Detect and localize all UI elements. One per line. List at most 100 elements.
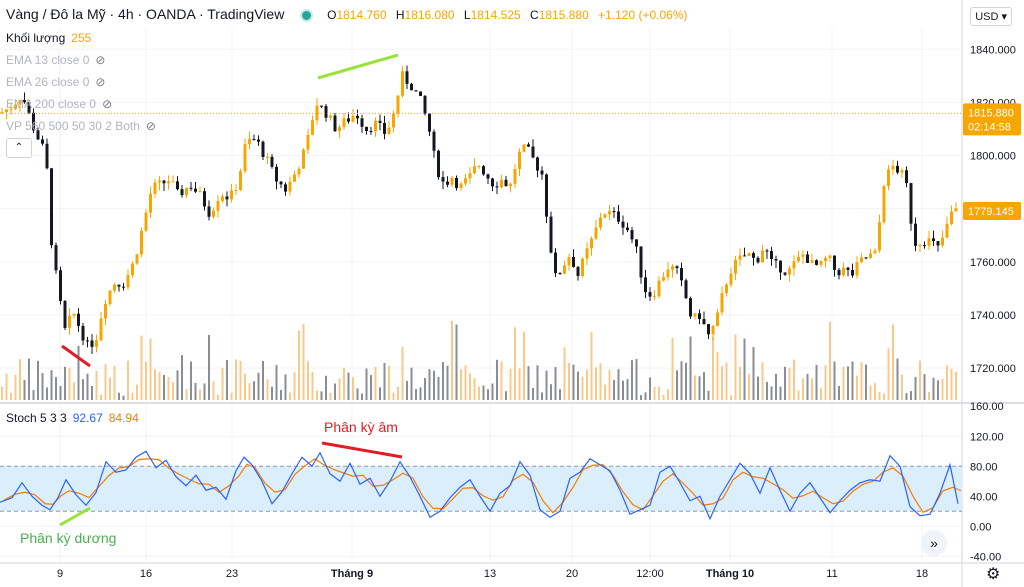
candle-body <box>896 165 899 173</box>
candle-body <box>693 313 697 317</box>
candle-body <box>752 253 755 258</box>
volume-bar <box>806 373 809 400</box>
volume-bar <box>172 381 174 400</box>
candle-body <box>311 120 314 135</box>
volume-bar <box>739 366 741 400</box>
volume-bar <box>19 359 21 400</box>
volume-bar <box>64 366 66 400</box>
time-tick-label: 18 <box>916 568 928 580</box>
volume-bar <box>869 385 872 400</box>
candle-body <box>648 292 652 297</box>
volume-bar <box>325 375 327 400</box>
volume-bar <box>563 347 566 400</box>
collapse-legend-button[interactable]: ⌃ <box>6 138 32 158</box>
ohlc-values: O1814.760 H1816.080 L1814.525 C1815.880 … <box>327 8 687 22</box>
candle-body <box>275 166 278 182</box>
candle-body <box>450 177 454 185</box>
stoch-k-line <box>0 450 959 521</box>
candle-body <box>459 183 463 189</box>
candle-body <box>545 174 548 217</box>
last-price-value: 1815.880 <box>968 107 1014 119</box>
indicator-vp[interactable]: VP 560 500 50 30 2 Both ⊘ <box>6 119 156 133</box>
volume-bar <box>523 331 525 400</box>
volume-bar <box>136 384 138 400</box>
candle-body <box>491 178 494 187</box>
candle-body <box>351 115 355 122</box>
gear-icon[interactable]: ⚙ <box>986 566 1001 583</box>
volume-bar <box>599 363 602 400</box>
candle-body <box>302 149 305 169</box>
scroll-right-button[interactable]: » <box>921 530 947 556</box>
symbol-title[interactable]: Vàng / Đô la Mỹ · 4h · OANDA · TradingVi… <box>6 6 285 22</box>
positive-divergence-label: Phân kỳ dương <box>20 530 117 546</box>
candle-body <box>392 113 395 128</box>
candle-body <box>252 139 256 141</box>
stoch-d-line <box>2 458 962 514</box>
candle-body <box>855 262 859 276</box>
volume-bar <box>127 360 129 400</box>
volume-bar <box>100 394 102 400</box>
volume-bar <box>167 376 170 400</box>
volume-bar <box>500 361 503 400</box>
volume-bar <box>406 380 408 400</box>
candle-body <box>788 268 791 275</box>
candle-body <box>495 186 499 188</box>
volume-bar <box>793 359 795 400</box>
volume-bar <box>608 369 611 400</box>
price-tick-label: 1840.000 <box>970 44 1016 56</box>
volume-bar <box>775 373 777 400</box>
axes: 1720.0001740.0001760.0001780.0001800.000… <box>57 44 1021 580</box>
volume-bar <box>820 388 822 400</box>
candle-body <box>711 325 715 335</box>
candle-body <box>653 296 656 298</box>
volume-bar <box>743 338 746 400</box>
candle-body <box>585 248 589 259</box>
stoch-tick-label: 80.00 <box>970 461 998 473</box>
volume-bar <box>239 361 242 400</box>
volume-bar <box>32 390 35 400</box>
indicator-ema13[interactable]: EMA 13 close 0 ⊘ <box>6 53 105 67</box>
volume-bar <box>779 386 782 400</box>
candle-body <box>734 259 737 274</box>
candle-body <box>779 260 782 273</box>
candle-body <box>387 127 391 134</box>
eye-off-icon[interactable]: ⊘ <box>95 75 106 89</box>
candle-body <box>666 269 670 278</box>
volume-bar <box>163 374 165 400</box>
volume-bar <box>221 368 224 400</box>
indicator-ema200[interactable]: EMA 200 close 0 ⊘ <box>6 97 112 111</box>
volume-bar <box>680 361 683 400</box>
low-value: 1814.525 <box>470 8 521 22</box>
volume-bar <box>424 377 426 400</box>
candle-body <box>207 206 211 217</box>
volume-bar <box>631 360 633 400</box>
candle-body <box>464 178 467 184</box>
candle-body <box>684 280 688 299</box>
candle-body <box>356 115 359 119</box>
eye-off-icon[interactable]: ⊘ <box>95 53 106 67</box>
candle-body <box>419 91 422 96</box>
candle-body <box>428 113 431 132</box>
candle-body <box>747 253 751 257</box>
volume-bar <box>649 377 651 400</box>
candle-body <box>729 273 733 285</box>
candle-body <box>378 120 382 123</box>
stoch-d-value: 84.94 <box>108 411 139 425</box>
indicator-ema26[interactable]: EMA 26 close 0 ⊘ <box>6 75 105 89</box>
currency-selector[interactable]: USD ▾ <box>970 7 1012 26</box>
volume-bar <box>289 392 291 400</box>
candle-body <box>216 200 220 211</box>
candle-body <box>608 211 611 215</box>
stoch-higher-low-line <box>59 506 91 527</box>
candle-body <box>932 238 935 242</box>
candle-body <box>81 325 85 341</box>
eye-off-icon[interactable]: ⊘ <box>145 119 156 133</box>
eye-off-icon[interactable]: ⊘ <box>102 97 113 111</box>
candle-body <box>158 180 161 183</box>
volume-bar <box>815 364 818 400</box>
candle-body <box>644 277 647 293</box>
candle-body <box>522 144 526 152</box>
candle-body <box>558 273 562 275</box>
stoch-lower-high-line <box>321 441 403 459</box>
